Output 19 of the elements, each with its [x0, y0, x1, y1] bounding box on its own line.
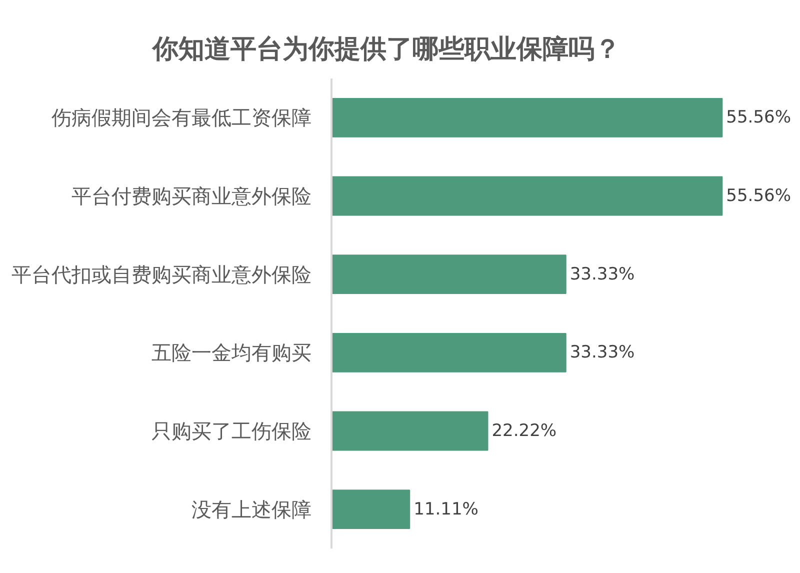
bar [332, 98, 723, 138]
y-tick-label: 只购买了工伤保险 [152, 419, 312, 443]
y-tick-label: 平台代扣或自费购买商业意外保险 [12, 262, 312, 286]
data-label: 33.33% [570, 342, 635, 363]
y-tick-label: 五险一金均有购买 [152, 340, 312, 365]
bar [332, 176, 723, 216]
bar [332, 332, 566, 372]
data-label: 55.56% [726, 186, 792, 206]
bar [332, 490, 410, 530]
data-label: 11.11% [414, 499, 478, 520]
bar [332, 254, 566, 294]
y-tick-label: 没有上述保障 [192, 497, 312, 522]
chart-title: 你知道平台为你提供了哪些职业保障吗？ [152, 34, 620, 64]
y-tick-label: 伤病假期间会有最低工资保障 [52, 106, 312, 130]
y-tick-label: 平台付费购买商业意外保险 [72, 184, 312, 208]
bar [332, 411, 488, 451]
data-label: 33.33% [570, 264, 635, 284]
data-label: 55.56% [726, 108, 792, 128]
data-label: 22.22% [492, 421, 557, 441]
